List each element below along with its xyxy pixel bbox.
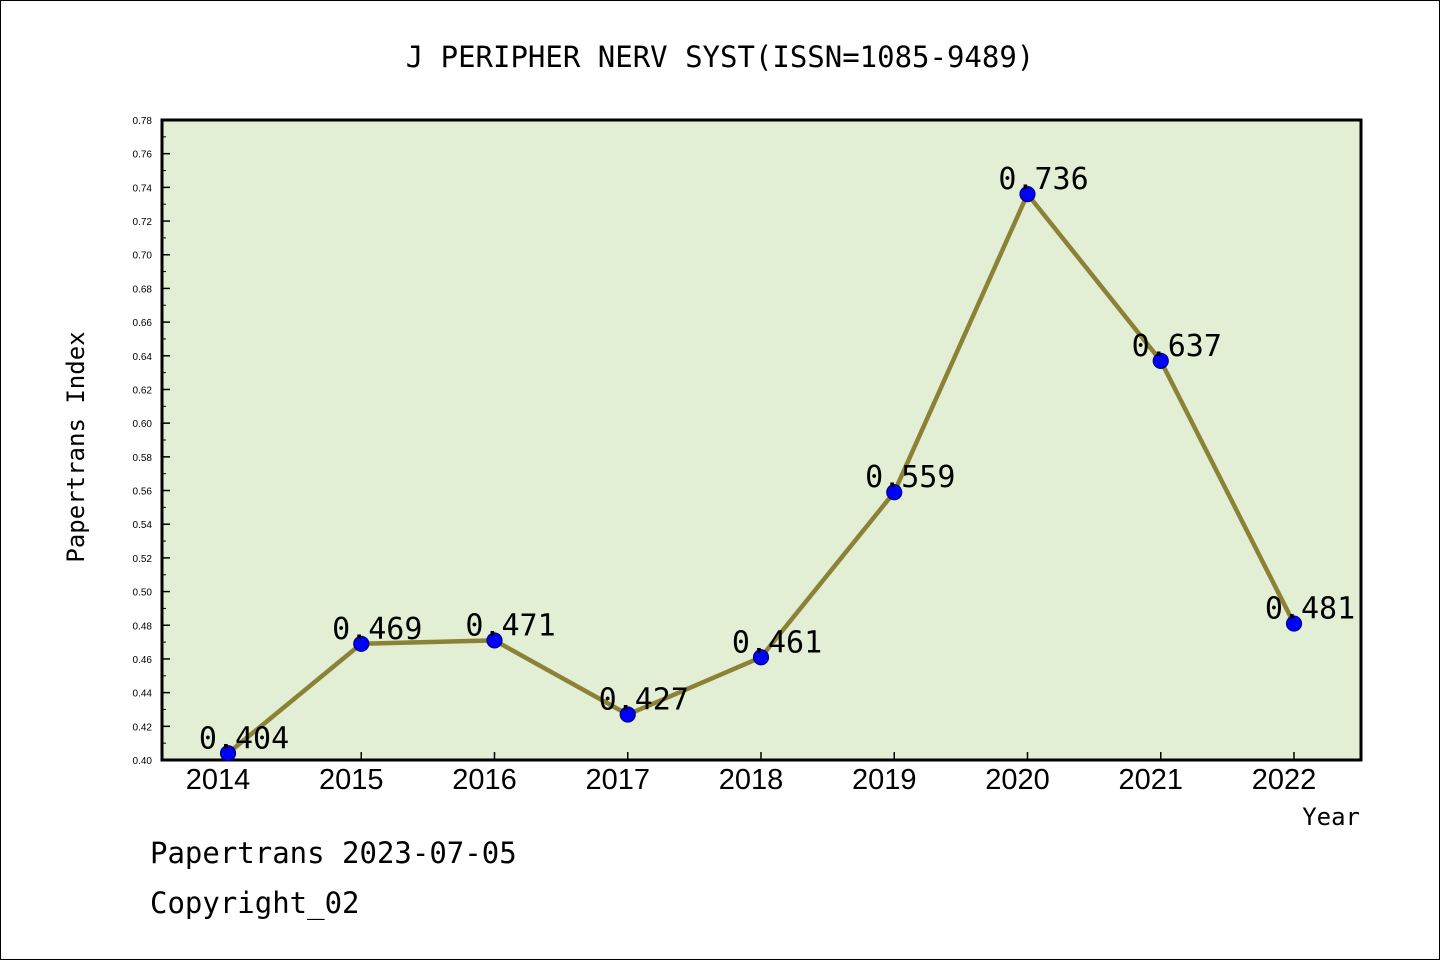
y-tick-label: 0.44 (133, 689, 153, 700)
data-point (1019, 186, 1036, 203)
y-tick-label: 0.50 (133, 588, 153, 599)
data-label: 0.736 (998, 162, 1088, 197)
data-label: 0.469 (332, 612, 422, 647)
data-label: 0.427 (599, 683, 689, 718)
y-tick-label: 0.78 (133, 116, 153, 127)
y-tick-label: 0.54 (133, 520, 153, 531)
x-tick-label: 2020 (985, 764, 1050, 796)
y-tick-label: 0.40 (133, 756, 153, 767)
x-tick-label: 2014 (186, 764, 251, 796)
data-point (1285, 615, 1303, 632)
x-tick-label: 2021 (1118, 764, 1183, 796)
data-label: 0.637 (1132, 329, 1222, 364)
data-markers (219, 186, 1303, 762)
y-tick-label: 0.68 (133, 284, 153, 295)
y-tick-label: 0.70 (133, 251, 153, 262)
x-tick-label: 2015 (319, 764, 384, 796)
x-tick-label: 2018 (719, 764, 784, 796)
data-label: 0.471 (465, 608, 555, 643)
y-axis-label: Papertrans Index (62, 331, 90, 562)
footer-copyright: Copyright_02 (150, 886, 360, 920)
chart-title: J PERIPHER NERV SYST(ISSN=1085-9489) (406, 40, 1035, 74)
data-label: 0.559 (865, 460, 955, 495)
y-tick-label: 0.58 (133, 453, 153, 464)
y-tick-label: 0.46 (133, 655, 153, 666)
y-axis-ticks: 0.40 0.42 0.44 0.46 0.48 0.50 0.52 0.54 0.56 0.58… (133, 116, 170, 767)
y-tick-label: 0.66 (133, 318, 153, 329)
x-tick-label: 2019 (852, 764, 917, 796)
data-label: 0.404 (199, 721, 289, 756)
y-tick-label: 0.64 (133, 352, 153, 363)
x-tick-label: 2017 (585, 764, 650, 796)
data-point (619, 706, 636, 723)
x-tick-label: 2016 (452, 764, 517, 796)
y-tick-label: 0.56 (133, 487, 153, 498)
y-tick-label: 0.62 (133, 385, 153, 396)
y-tick-label: 0.72 (133, 217, 153, 228)
x-axis-label: Year (1302, 803, 1360, 831)
x-axis-ticks: 2014 2015 2016 2017 2018 2019 2020 2021 2022 (186, 752, 1317, 796)
data-point (1152, 352, 1169, 369)
y-tick-label: 0.76 (133, 150, 153, 161)
data-label: 0.481 (1265, 592, 1355, 627)
y-tick-label: 0.52 (133, 554, 153, 565)
data-point (486, 632, 503, 649)
footer-date: Papertrans 2023-07-05 (150, 836, 517, 870)
y-tick-label: 0.42 (133, 722, 153, 733)
data-point (353, 635, 370, 652)
data-point (886, 484, 903, 501)
y-tick-label: 0.74 (133, 183, 153, 194)
data-labels: 0.404 0.469 0.471 0.427 0.461 0.559 0.736 0.637… (199, 162, 1355, 756)
data-label: 0.461 (732, 625, 822, 660)
y-tick-label: 0.60 (133, 419, 153, 430)
data-point (752, 649, 770, 666)
data-point (219, 745, 237, 762)
y-tick-label: 0.48 (133, 621, 153, 632)
x-tick-label: 2022 (1252, 764, 1317, 796)
